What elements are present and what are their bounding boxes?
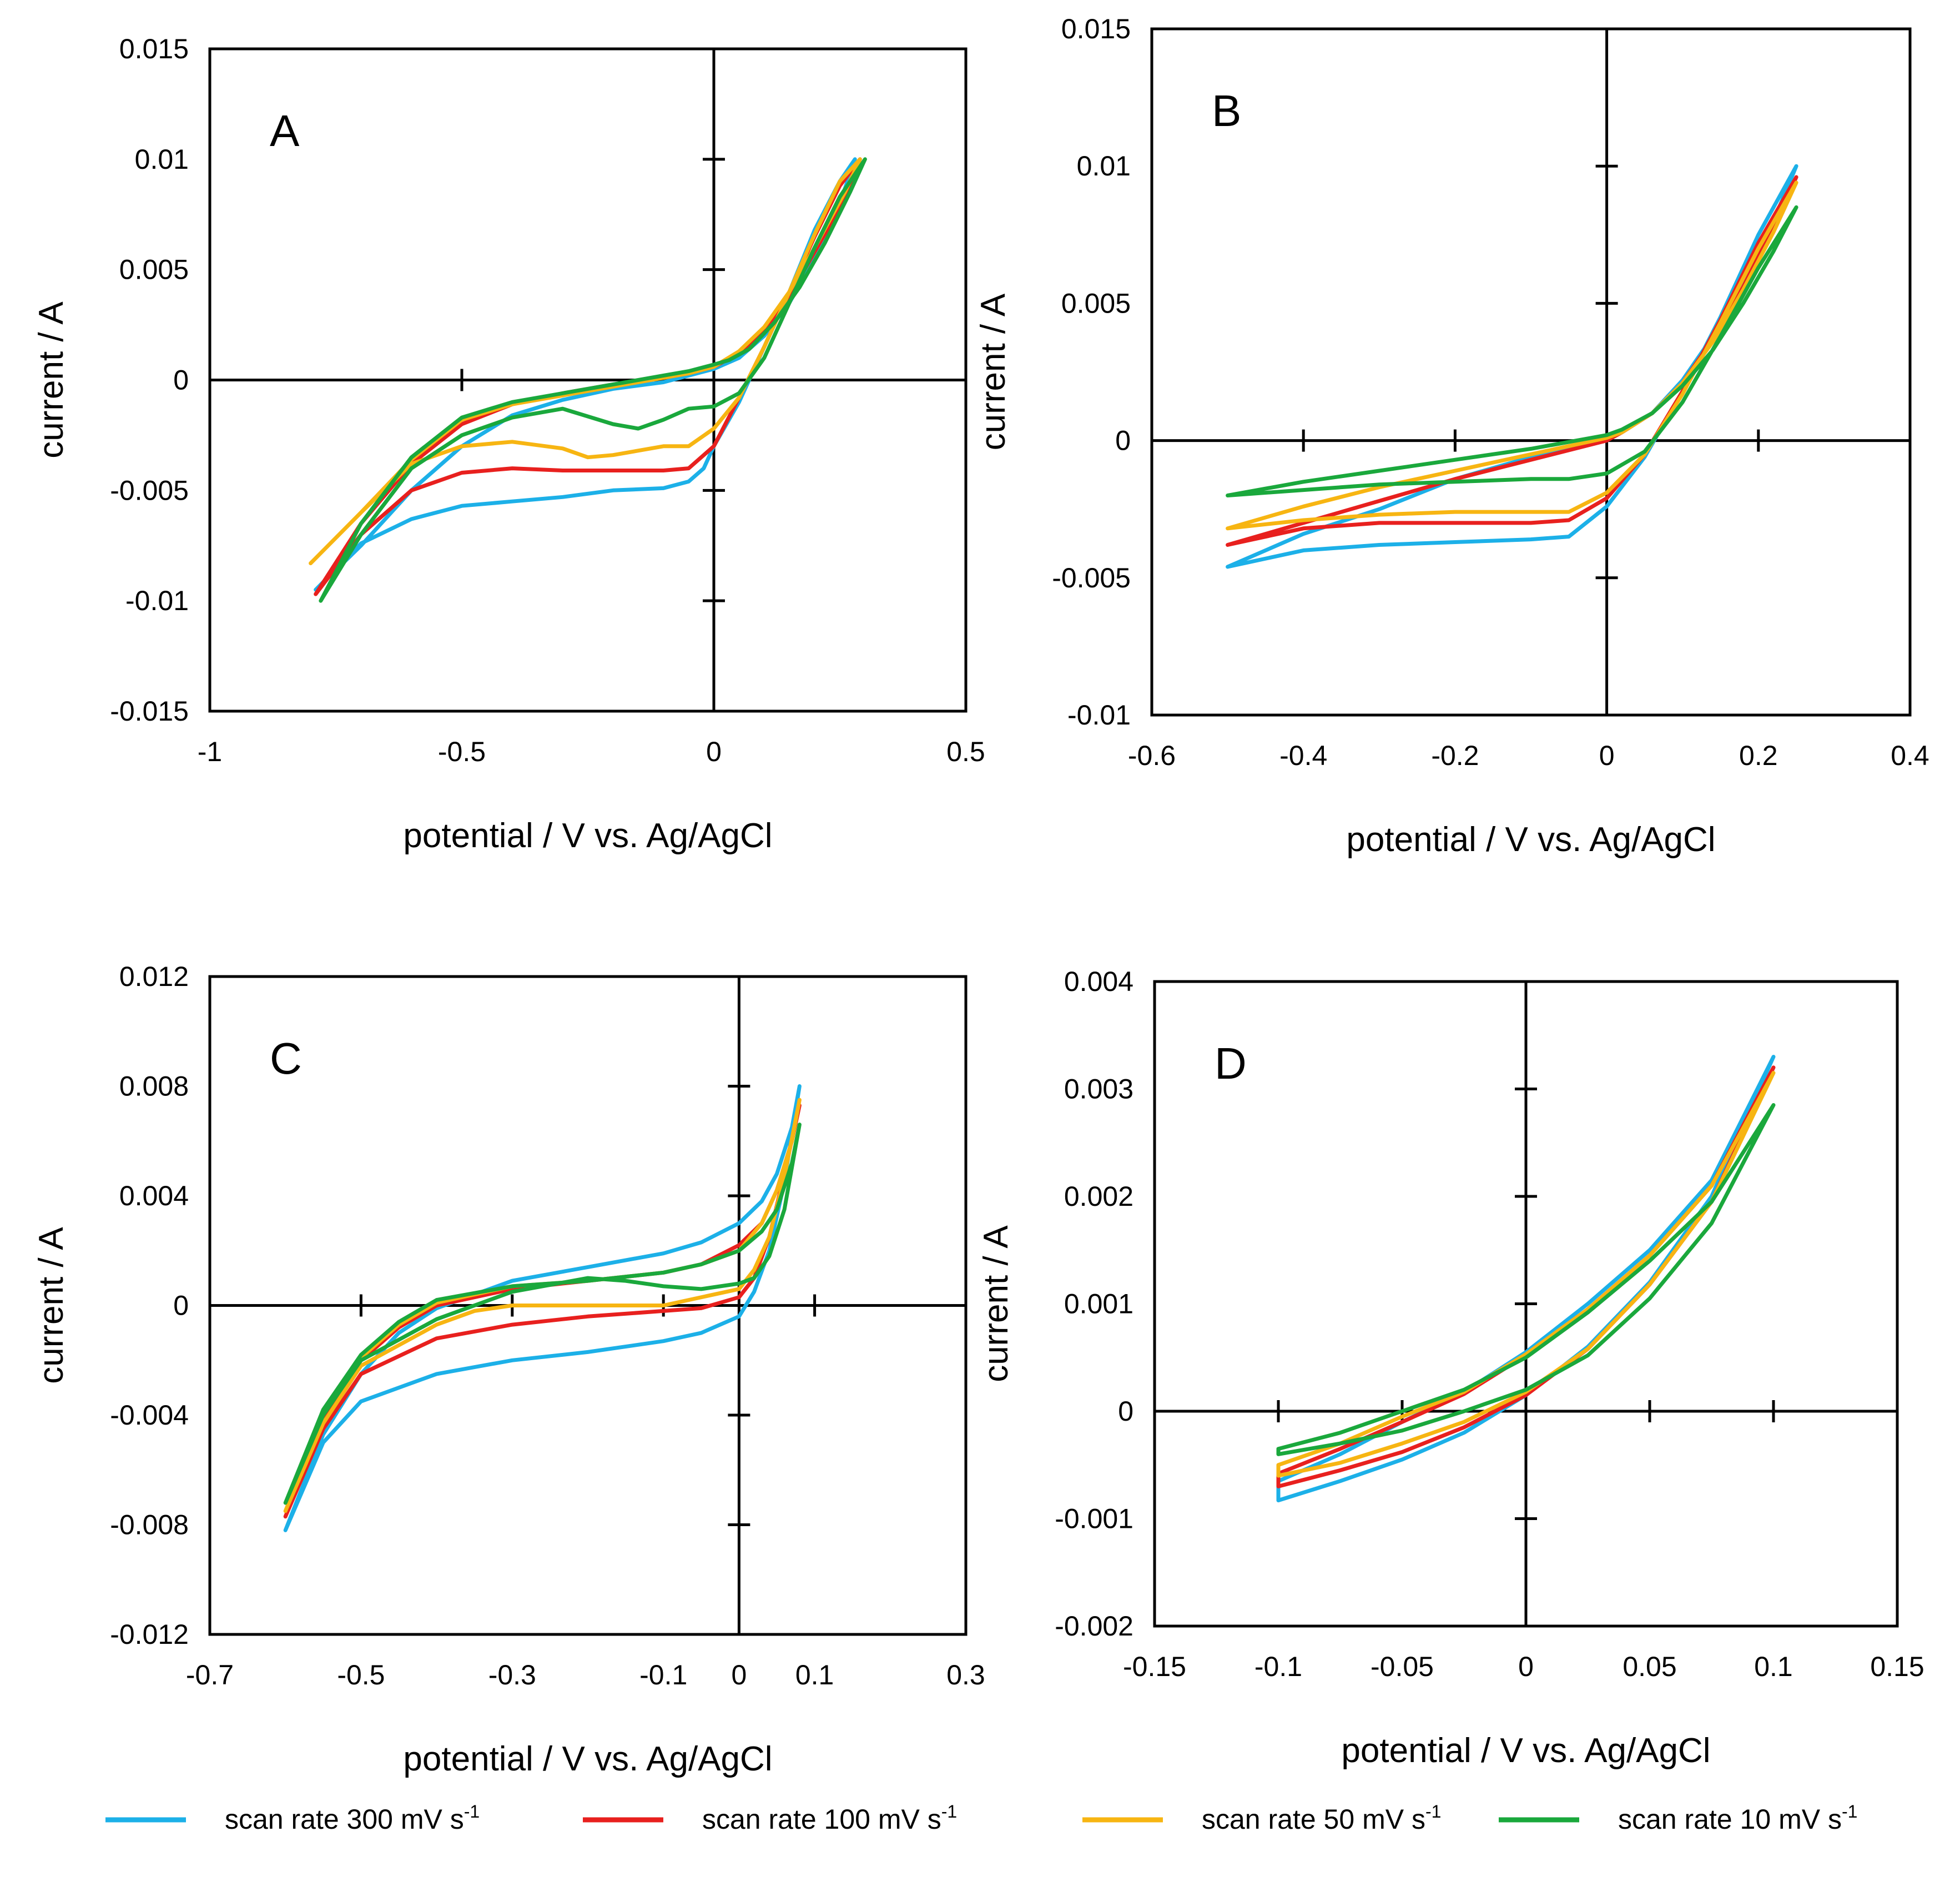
plot-frame [1150,27,1912,717]
x-tick-label: -0.4 [1279,740,1327,771]
legend-label: scan rate 10 mV s-1 [1618,1802,1857,1835]
y-tick-label: -0.005 [110,475,189,506]
series-line-scan-rate-100-mv-s-1 [283,1103,802,1519]
series-line-scan-rate-50-mv-s-1 [309,157,862,566]
panel-label: B [1212,86,1241,135]
series-line-scan-rate-100-mv-s-1 [314,157,862,596]
x-tick-label: 0.4 [1891,740,1929,771]
legend-superscript: -1 [1842,1802,1857,1821]
panel-label: A [270,106,300,155]
x-tick-label: 0 [731,1659,747,1690]
series-line-scan-rate-10-mv-s-1 [1276,1103,1776,1456]
x-tick-label: -1 [198,736,222,767]
y-tick-label: 0.004 [1064,966,1133,997]
legend-item: scan rate 300 mV s-1 [105,1802,480,1835]
y-tick-label: 0.012 [119,961,189,992]
x-tick-label: 0 [706,736,722,767]
x-tick-label: -0.05 [1371,1651,1434,1682]
panel-b: -0.01 -0.005 0 0.005 0.01 0.015 -0.6 -0.4 -0.2 0 0… [974,13,1929,859]
y-tick-label: 0.01 [135,144,189,175]
x-tick-label: -0.1 [639,1659,687,1690]
y-tick-label: -0.002 [1055,1611,1133,1642]
x-tick-label: -0.15 [1123,1651,1186,1682]
x-tick-label: 0.05 [1623,1651,1676,1682]
legend-item: scan rate 100 mV s-1 [583,1802,957,1835]
legend-label: scan rate 50 mV s-1 [1202,1802,1441,1835]
y-axis-title: current / A [32,301,70,459]
y-tick-label: 0.005 [119,254,189,285]
panel-d: -0.002 -0.001 0 0.001 0.002 0.003 0.004 -0.15 -0… [977,966,1924,1770]
series-line-scan-rate-50-mv-s-1 [1226,180,1798,531]
legend-superscript: -1 [1425,1802,1441,1821]
y-axis-title: current / A [977,1225,1015,1382]
series-line-scan-rate-300-mv-s-1 [314,157,857,592]
y-tick-label: -0.015 [110,696,189,727]
y-tick-label: 0.015 [119,33,189,64]
y-tick-label: 0 [173,1290,189,1321]
legend-superscript: -1 [464,1802,480,1821]
x-tick-label: -0.1 [1254,1651,1302,1682]
x-tick-label: 0.3 [946,1659,985,1690]
x-axis-title: potential / V vs. Ag/AgCl [403,817,772,855]
series-line-scan-rate-10-mv-s-1 [319,157,867,603]
y-tick-label: -0.01 [125,585,189,616]
legend: scan rate 300 mV s-1 scan rate 100 mV s-1… [105,1802,1857,1835]
series-line-scan-rate-10-mv-s-1 [1226,205,1798,497]
x-tick-label: 0 [1599,740,1615,771]
x-tick-label: 0 [1518,1651,1534,1682]
series-line-scan-rate-50-mv-s-1 [283,1098,802,1513]
x-tick-label: 0.1 [1754,1651,1793,1682]
legend-item: scan rate 10 mV s-1 [1499,1802,1857,1835]
series-line-scan-rate-10-mv-s-1 [283,1123,802,1505]
x-tick-label: -0.5 [438,736,486,767]
y-tick-label: -0.001 [1055,1503,1133,1534]
x-axis-title: potential / V vs. Ag/AgCl [1341,1732,1710,1770]
y-tick-label: 0 [1115,425,1131,456]
y-tick-label: 0 [173,365,189,396]
panels-group: -0.015 -0.01 -0.005 0 0.005 0.01 0.015 -1 -0.5 0 0… [32,13,1929,1778]
y-tick-label: 0.002 [1064,1181,1133,1212]
panel-label: C [270,1034,302,1083]
y-tick-label: -0.005 [1052,562,1131,593]
y-tick-label: 0.015 [1061,13,1131,44]
x-tick-label: -0.3 [488,1659,536,1690]
legend-label: scan rate 300 mV s-1 [225,1802,480,1835]
y-tick-label: -0.01 [1067,700,1131,731]
y-tick-label: 0 [1118,1396,1133,1427]
legend-superscript: -1 [941,1802,957,1821]
y-tick-label: -0.004 [110,1400,189,1431]
y-axis-title: current / A [974,293,1012,450]
panel-a: -0.015 -0.01 -0.005 0 0.005 0.01 0.015 -1 -0.5 0 0… [32,33,985,855]
x-tick-label: 0.2 [1739,740,1778,771]
y-tick-label: 0.01 [1077,150,1131,182]
legend-item: scan rate 50 mV s-1 [1082,1802,1441,1835]
x-tick-label: 0.15 [1870,1651,1924,1682]
panel-c: -0.012 -0.008 -0.004 0 0.004 0.008 0.012 -0.7 -0… [32,961,985,1778]
y-tick-label: 0.003 [1064,1074,1133,1105]
series-line-scan-rate-300-mv-s-1 [283,1084,802,1532]
y-tick-label: 0.001 [1064,1289,1133,1320]
x-tick-label: -0.2 [1431,740,1479,771]
series-line-scan-rate-300-mv-s-1 [1226,164,1798,569]
x-tick-label: 0.5 [946,736,985,767]
x-tick-label: -0.6 [1128,740,1176,771]
y-tick-label: -0.008 [110,1509,189,1541]
x-axis-title: potential / V vs. Ag/AgCl [1346,821,1715,859]
x-tick-label: 0.1 [795,1659,834,1690]
legend-label: scan rate 100 mV s-1 [702,1802,957,1835]
panel-label: D [1215,1039,1247,1088]
x-tick-label: -0.7 [186,1659,234,1690]
y-axis-title: current / A [32,1227,70,1384]
y-tick-label: -0.012 [110,1619,189,1650]
y-tick-label: 0.005 [1061,288,1131,319]
y-tick-label: 0.008 [119,1071,189,1102]
y-tick-label: 0.004 [119,1180,189,1211]
x-axis-title: potential / V vs. Ag/AgCl [403,1740,772,1778]
x-tick-label: -0.5 [337,1659,385,1690]
series-line-scan-rate-50-mv-s-1 [1276,1071,1776,1478]
